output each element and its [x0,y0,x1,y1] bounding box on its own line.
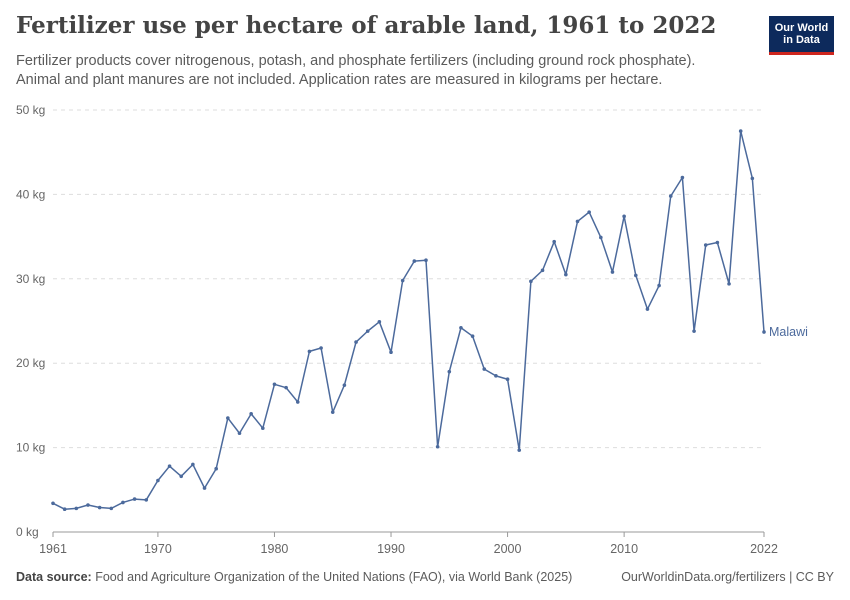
data-point[interactable] [132,497,137,501]
data-source-label: Data source: [16,570,92,584]
data-point[interactable] [167,464,172,468]
data-point[interactable] [692,329,696,333]
data-point[interactable] [738,129,743,133]
data-point[interactable] [51,501,55,506]
y-tick-label: 40 kg [16,187,45,201]
data-point[interactable] [389,350,393,355]
data-point[interactable] [109,506,114,511]
data-point[interactable] [610,270,615,274]
data-point[interactable] [330,410,335,414]
data-point[interactable] [86,503,90,507]
data-point[interactable] [599,235,603,240]
data-point[interactable] [400,278,405,283]
data-point[interactable] [377,320,382,324]
data-point[interactable] [505,377,510,382]
data-point[interactable] [587,210,591,214]
logo-line-2: in Data [783,34,820,46]
data-point[interactable] [633,273,638,278]
y-tick-label: 10 kg [16,441,45,455]
data-point[interactable] [470,334,475,338]
y-tick-label: 20 kg [16,356,45,370]
logo-line-1: Our World [774,22,829,34]
x-axis: 1961 1970 1980 1990 2000 2010 2022 [39,531,778,556]
data-point[interactable] [261,426,265,430]
data-point[interactable] [668,194,673,198]
data-point[interactable] [202,486,207,490]
series-label[interactable]: Malawi [769,325,808,339]
data-point[interactable] [97,505,102,510]
data-point[interactable] [144,498,149,502]
data-point[interactable] [74,506,79,511]
data-point[interactable] [295,400,300,404]
data-point[interactable] [319,346,323,350]
footer-link[interactable]: OurWorldinData.org/fertilizers | CC BY [621,570,834,584]
data-point[interactable] [750,176,755,181]
data-point[interactable] [365,329,370,333]
data-point[interactable] [482,367,487,371]
series-group: Malawi [51,129,808,512]
x-tick-label: 1970 [144,542,172,556]
data-point[interactable] [272,382,277,387]
data-point[interactable] [307,349,312,354]
data-point[interactable] [342,383,347,387]
chart-subtitle: Fertilizer products cover nitrogenous, p… [16,53,696,88]
owid-logo[interactable]: Our World in Data [769,16,834,55]
x-tick-label: 2000 [494,542,522,556]
data-point[interactable] [564,272,568,277]
data-point[interactable] [459,325,463,330]
data-point[interactable] [191,462,195,467]
data-point[interactable] [354,340,358,344]
x-tick-label: 2022 [750,542,778,556]
data-point[interactable] [552,239,556,244]
data-point[interactable] [529,279,533,284]
x-tick-label: 1961 [39,542,67,556]
data-point[interactable] [62,507,67,512]
data-point[interactable] [622,214,626,219]
data-point[interactable] [517,448,522,452]
data-point[interactable] [214,466,218,471]
data-point[interactable] [156,478,160,483]
data-point[interactable] [494,374,498,378]
data-source: Data source: Food and Agriculture Organi… [16,570,572,584]
x-tick-label: 1990 [377,542,405,556]
x-tick-label: 2010 [610,542,638,556]
data-source-text[interactable]: Food and Agriculture Organization of the… [95,570,573,584]
data-point[interactable] [657,283,661,288]
series-line-malawi[interactable] [52,130,765,510]
data-point[interactable] [727,282,731,286]
chart-title: Fertilizer use per hectare of arable lan… [16,12,717,39]
data-point[interactable] [121,500,125,505]
data-point[interactable] [179,474,184,479]
y-tick-label: 0 kg [16,525,39,539]
x-tick-label: 1980 [261,542,289,556]
data-point[interactable] [575,219,580,224]
y-axis-ticks: 0 kg 10 kg 20 kg 30 kg 40 kg 50 kg [16,103,45,539]
data-point[interactable] [435,444,440,449]
data-point[interactable] [680,175,685,180]
data-point[interactable] [284,385,288,390]
data-point[interactable] [762,330,766,334]
data-point[interactable] [412,259,417,263]
y-tick-label: 30 kg [16,272,45,286]
data-point[interactable] [424,258,428,263]
data-point[interactable] [249,412,253,416]
y-tick-label: 50 kg [16,103,45,117]
data-point[interactable] [540,268,545,273]
data-point[interactable] [645,307,650,311]
data-point[interactable] [703,243,708,247]
data-point[interactable] [237,431,242,436]
data-point[interactable] [447,369,452,374]
data-point[interactable] [226,416,230,420]
data-point[interactable] [715,240,720,245]
y-gridlines [53,109,764,449]
